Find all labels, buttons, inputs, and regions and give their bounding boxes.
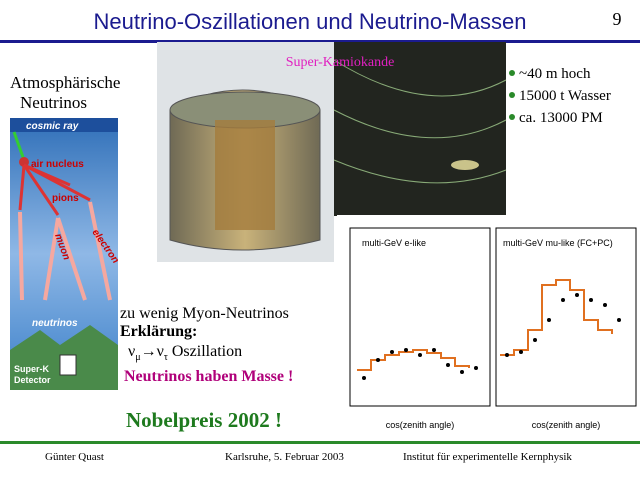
- footer-institute: Institut für experimentelle Kernphysik: [403, 451, 572, 463]
- label: neutrinos: [32, 318, 78, 329]
- page-number: 9: [613, 9, 622, 29]
- plot-title: multi-GeV mu-like (FC+PC): [503, 238, 613, 248]
- symbol: →ν: [141, 343, 164, 360]
- label: Super-K: [14, 364, 50, 374]
- footer-rule: [0, 441, 640, 444]
- label: cosmic ray: [26, 121, 79, 132]
- axis-label: cos(zenith angle): [532, 420, 601, 430]
- label: Detector: [14, 375, 51, 385]
- bullet-dot: [509, 92, 515, 98]
- subscript: μ: [135, 352, 140, 363]
- text-line: Neutrinos haben Masse !: [124, 368, 293, 385]
- bullet-dot: [509, 70, 515, 76]
- symbol: ν: [128, 343, 135, 360]
- footer-place: Karlsruhe, 5. Februar 2003: [225, 451, 344, 463]
- title-rule: [0, 40, 640, 43]
- text-line: zu wenig Myon-Neutrinos: [120, 305, 289, 322]
- bullet-dot: [509, 114, 515, 120]
- footer-author: Günter Quast: [45, 451, 104, 463]
- heading: Neutrinos: [20, 93, 87, 112]
- shower-diagram: cosmic ray air nucleus pions muon electr…: [10, 118, 121, 390]
- heading: Atmosphärische: [10, 73, 120, 92]
- photo-caption: Super-Kamiokande: [286, 55, 395, 70]
- zenith-plots: multi-GeV e-like multi-GeV mu-like (FC+P…: [337, 215, 640, 433]
- text: Oszillation: [168, 343, 242, 360]
- bullet: ~40 m hoch: [519, 66, 591, 82]
- text-line: Erklärung:: [120, 323, 197, 340]
- subscript: τ: [164, 352, 168, 363]
- axis-label: cos(zenith angle): [386, 420, 455, 430]
- bullet: ca. 13000 PM: [519, 110, 603, 126]
- label: pions: [52, 193, 79, 204]
- detector-illustration: [157, 42, 507, 262]
- text-line: νμ→ντ Oszillation: [128, 343, 242, 363]
- label: air nucleus: [31, 159, 84, 170]
- nobel: Nobelpreis 2002 !: [126, 408, 282, 432]
- bullet: 15000 t Wasser: [519, 88, 611, 104]
- plot-title: multi-GeV e-like: [362, 238, 426, 248]
- title: Neutrino-Oszillationen und Neutrino-Mass…: [94, 9, 527, 34]
